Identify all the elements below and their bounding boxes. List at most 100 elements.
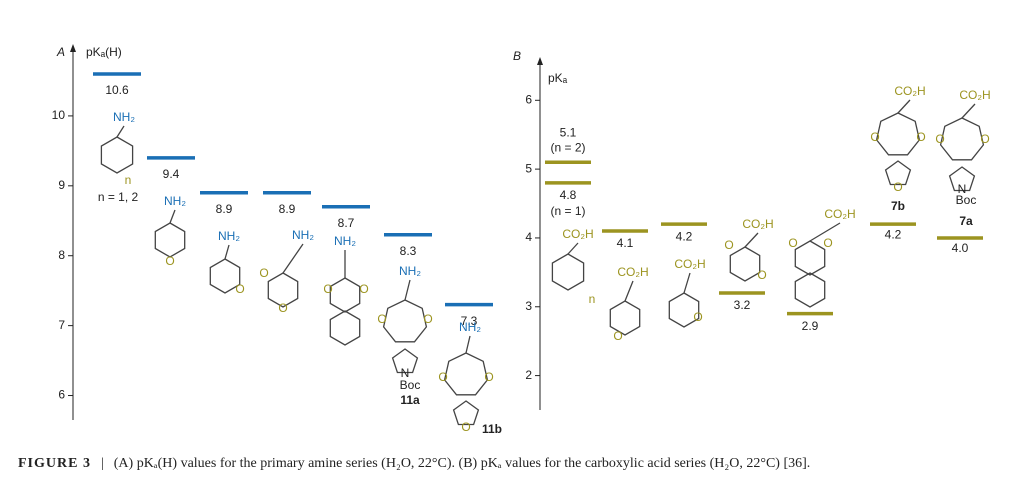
bond xyxy=(744,232,759,248)
structure-label: O xyxy=(935,132,944,146)
structure-label: O xyxy=(484,370,493,384)
bond xyxy=(282,243,304,274)
ring xyxy=(209,258,241,294)
value-label: 4.8 xyxy=(560,188,577,202)
ring xyxy=(729,246,761,282)
structure-label: n = 1, 2 xyxy=(98,190,139,204)
structure-label: NH₂ xyxy=(399,264,421,278)
value-label: 8.9 xyxy=(216,202,233,216)
bond xyxy=(116,125,125,138)
structure-label: CO₂H xyxy=(674,257,705,271)
ring xyxy=(443,352,489,396)
ring xyxy=(329,277,361,313)
y-tick-label: 5 xyxy=(525,161,532,175)
structure-label: O xyxy=(693,310,702,324)
structure-label: CO₂H xyxy=(617,265,648,279)
bond xyxy=(169,209,176,224)
ring xyxy=(609,300,641,336)
structure-label: O xyxy=(165,254,174,268)
ring xyxy=(391,348,419,374)
structure-label: O xyxy=(278,301,287,315)
structure-label: n xyxy=(125,173,132,187)
bond xyxy=(224,244,230,260)
bond xyxy=(683,272,691,294)
value-label: 3.2 xyxy=(734,298,751,312)
structure-label: O xyxy=(323,282,332,296)
structure-label: Boc xyxy=(956,193,977,207)
structure-label: O xyxy=(757,268,766,282)
structure-label: O xyxy=(724,238,733,252)
caption: FIGURE 3 | (A) pKₐ(H) values for the prima… xyxy=(18,456,810,472)
structure-label: NH₂ xyxy=(334,234,356,248)
axis-arrow xyxy=(537,57,543,65)
structure-label: O xyxy=(916,130,925,144)
caption-separator: | xyxy=(100,456,104,471)
bond xyxy=(961,103,976,119)
ring xyxy=(452,400,480,426)
value-label: 4.2 xyxy=(885,227,902,241)
bond xyxy=(897,99,911,114)
structure-label: 11b xyxy=(482,422,502,436)
structure-label: O xyxy=(613,329,622,343)
ring xyxy=(948,166,976,192)
ring xyxy=(551,253,585,291)
structure-label: NH₂ xyxy=(113,110,135,124)
structure-label: O xyxy=(438,370,447,384)
ring xyxy=(382,299,428,343)
ring xyxy=(884,160,912,186)
ring xyxy=(794,272,826,308)
structure-label: O xyxy=(461,420,470,434)
structure-label: O xyxy=(788,236,797,250)
bond xyxy=(465,335,471,354)
structure-label: CO₂H xyxy=(824,207,855,221)
value-label: 8.7 xyxy=(338,216,355,230)
panel-letter: B xyxy=(513,49,521,63)
axis-arrow xyxy=(70,44,76,52)
value-label: 4.2 xyxy=(676,229,693,243)
structure-label: O xyxy=(377,312,386,326)
value-label: 10.6 xyxy=(105,83,129,97)
value-note: (n = 1) xyxy=(550,204,585,218)
ring xyxy=(267,272,299,308)
value-label: 4.0 xyxy=(952,241,969,255)
structure-label: O xyxy=(823,236,832,250)
structure-label: O xyxy=(980,132,989,146)
value-label: 8.9 xyxy=(279,202,296,216)
y-tick-label: 8 xyxy=(58,248,65,262)
structure-label: O xyxy=(235,282,244,296)
y-tick-label: 10 xyxy=(52,108,66,122)
ring xyxy=(329,310,361,346)
figure: A B pKₐ(H) pKₐ 6 7 8 9 10 10.6 9.4 8.9 8.9 8.7 8.3… xyxy=(52,44,991,436)
y-tick-label: 9 xyxy=(58,178,65,192)
structure-label: CO₂H xyxy=(742,217,773,231)
bond xyxy=(624,280,634,302)
ring xyxy=(794,240,826,276)
structure-label: NH₂ xyxy=(164,194,186,208)
y-axis-label: pKₐ(H) xyxy=(86,45,122,59)
structure-label: Boc xyxy=(400,378,421,392)
ring xyxy=(154,222,186,258)
y-tick-label: 2 xyxy=(525,368,532,382)
bond xyxy=(809,222,841,242)
bond xyxy=(567,242,579,255)
structure-label: O xyxy=(259,266,268,280)
ring xyxy=(668,292,700,328)
structure-label: O xyxy=(893,180,902,194)
structure-label: O xyxy=(870,130,879,144)
structure-label: NH₂ xyxy=(459,320,481,334)
structure-label: CO₂H xyxy=(959,88,990,102)
structure-label: NH₂ xyxy=(218,229,240,243)
structure-label: N xyxy=(401,366,410,380)
structure-label: n xyxy=(589,292,596,306)
structure-label: 7a xyxy=(959,214,973,228)
structure-label: 11a xyxy=(400,393,420,407)
y-tick-label: 7 xyxy=(58,318,65,332)
y-tick-label: 3 xyxy=(525,299,532,313)
ring xyxy=(875,112,921,156)
ring xyxy=(939,117,985,161)
y-tick-label: 6 xyxy=(525,92,532,106)
bond xyxy=(404,279,411,301)
structure-label: CO₂H xyxy=(562,227,593,241)
value-label: 7.3 xyxy=(461,314,478,328)
y-tick-label: 6 xyxy=(58,388,65,402)
